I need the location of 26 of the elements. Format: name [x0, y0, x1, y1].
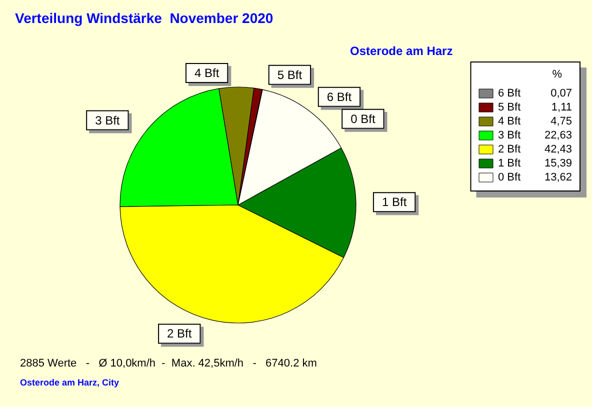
category-label: 6 Bft	[326, 90, 352, 104]
legend-label: 3 Bft	[498, 130, 521, 142]
slice-label: 2 Bft	[167, 326, 192, 341]
data-label: 15,39	[544, 158, 572, 170]
legend-title: %	[552, 68, 562, 80]
text: 2885 Werte - Ø 10,0km/h - Max. 42,5km/h - 6740.2 km	[20, 358, 317, 370]
category-label: 5 Bft	[277, 68, 302, 82]
legend-label: 1 Bft	[498, 158, 521, 170]
data-label: 42,43	[544, 144, 572, 156]
legend-label: 6 Bft	[498, 88, 521, 100]
data-label: 4,75	[550, 116, 572, 128]
legend-label: 2 Bft	[498, 144, 521, 156]
data-label: 13,62	[544, 172, 572, 184]
slice-label: 4 Bft	[194, 66, 220, 80]
data-label: 1,11	[551, 102, 572, 114]
slice-label: 1 Bft	[382, 195, 408, 210]
data-label: 0,07	[550, 88, 572, 100]
chart-title: Verteilung Windstärke November 2020	[15, 10, 274, 26]
legend-label: 5 Bft	[498, 102, 521, 114]
slice-label: 3 Bft	[95, 113, 120, 128]
legend-label: 0 Bft	[498, 172, 521, 184]
legend-label: 4 Bft	[498, 116, 521, 128]
slice-label: 0 Bft	[350, 112, 376, 126]
text: Osterode am Harz, City	[20, 378, 120, 388]
chart-subtitle: Osterode am Harz	[350, 44, 453, 58]
data-label: 22,63	[544, 130, 572, 142]
